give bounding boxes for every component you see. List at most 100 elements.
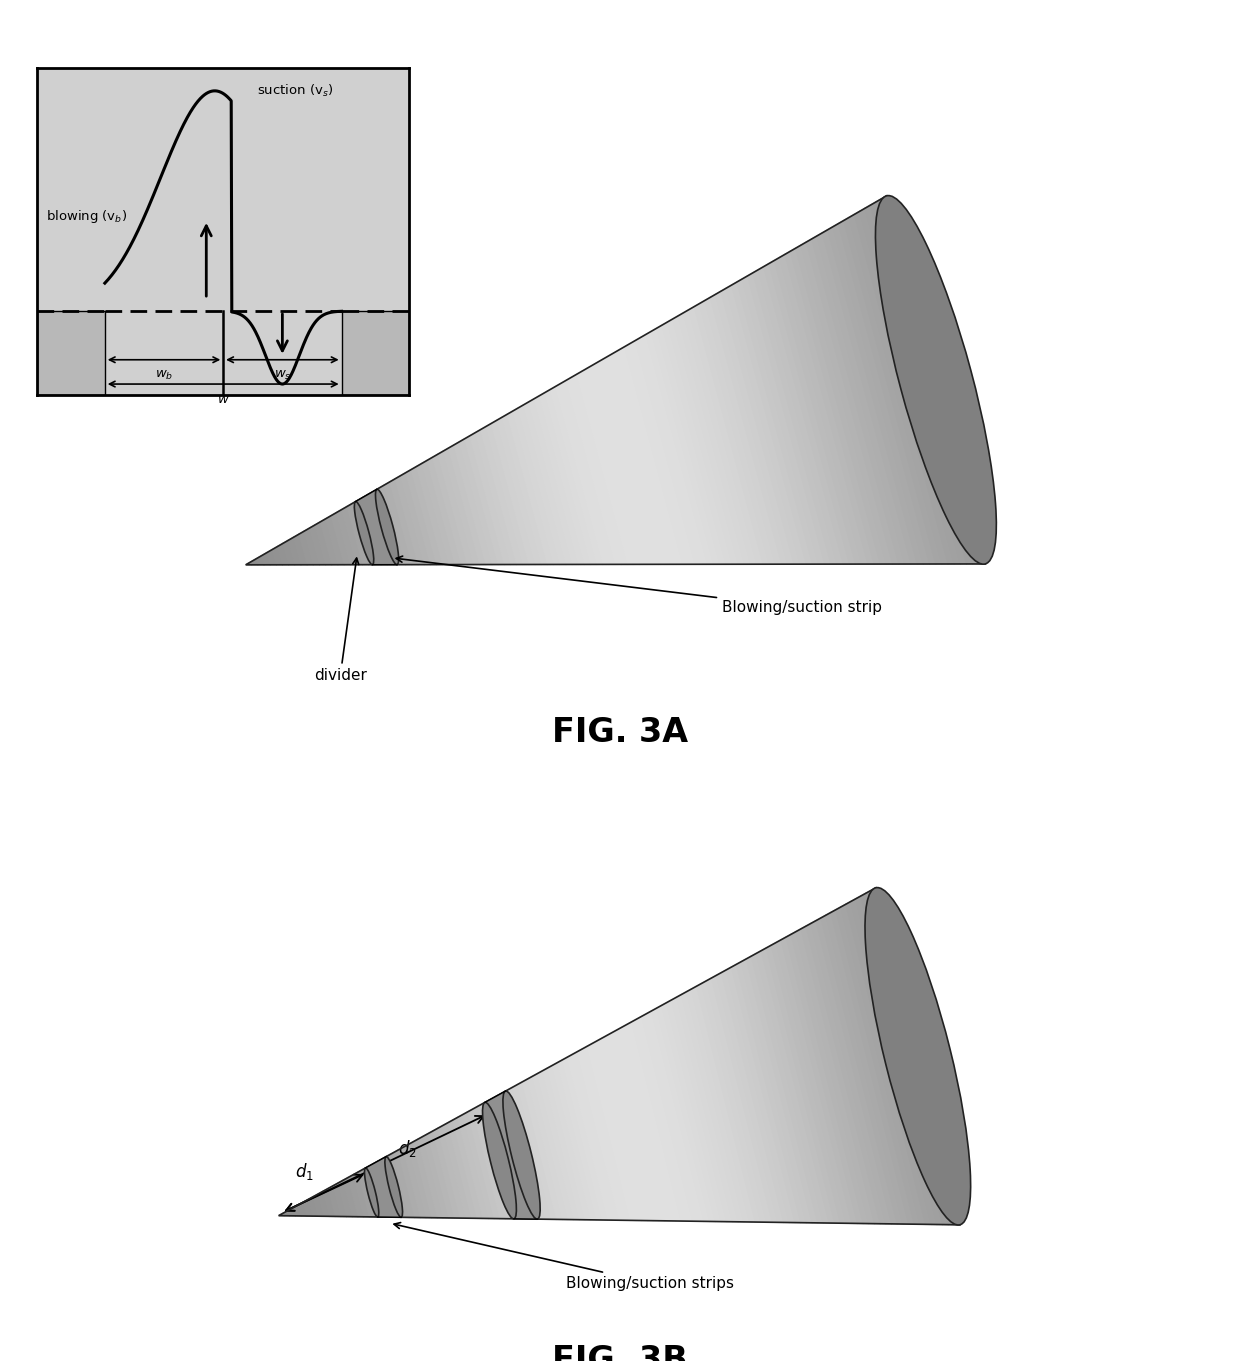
Polygon shape (467, 1109, 500, 1218)
Polygon shape (348, 1175, 363, 1217)
Polygon shape (689, 306, 764, 565)
Polygon shape (320, 519, 339, 565)
Polygon shape (776, 939, 852, 1224)
Polygon shape (646, 331, 714, 565)
Polygon shape (841, 904, 926, 1225)
Polygon shape (849, 214, 949, 563)
Polygon shape (667, 1000, 727, 1222)
Polygon shape (786, 934, 863, 1224)
Polygon shape (715, 291, 794, 565)
Polygon shape (801, 242, 893, 563)
Polygon shape (374, 489, 399, 565)
Polygon shape (342, 506, 363, 565)
Polygon shape (722, 970, 790, 1222)
Polygon shape (662, 1003, 722, 1222)
Polygon shape (417, 463, 449, 565)
Polygon shape (497, 1093, 534, 1219)
Polygon shape (388, 1153, 409, 1217)
Text: FIG. 3A: FIG. 3A (552, 716, 688, 749)
Polygon shape (491, 421, 536, 565)
Polygon shape (706, 297, 782, 565)
Polygon shape (534, 396, 584, 565)
Polygon shape (766, 945, 841, 1224)
Polygon shape (828, 226, 924, 563)
Polygon shape (811, 920, 892, 1224)
Polygon shape (785, 252, 874, 563)
Polygon shape (806, 240, 899, 563)
Polygon shape (422, 460, 455, 565)
Polygon shape (539, 392, 590, 565)
Polygon shape (487, 1098, 523, 1219)
Polygon shape (428, 1131, 455, 1218)
Polygon shape (875, 199, 980, 563)
Polygon shape (866, 890, 954, 1225)
Polygon shape (315, 521, 332, 565)
Polygon shape (502, 1090, 539, 1219)
Polygon shape (856, 896, 942, 1225)
Polygon shape (403, 1145, 427, 1218)
Polygon shape (613, 1030, 665, 1221)
Polygon shape (775, 257, 862, 563)
Polygon shape (593, 1041, 642, 1221)
Polygon shape (331, 513, 351, 565)
Polygon shape (413, 1139, 438, 1218)
Polygon shape (556, 384, 609, 565)
Polygon shape (854, 211, 955, 563)
Polygon shape (647, 1011, 704, 1221)
Polygon shape (697, 984, 761, 1222)
Polygon shape (831, 909, 914, 1224)
Text: blowing (v$_b$): blowing (v$_b$) (46, 208, 126, 226)
Ellipse shape (376, 489, 398, 565)
Polygon shape (636, 338, 702, 565)
Polygon shape (622, 1025, 676, 1221)
Polygon shape (683, 309, 758, 565)
Polygon shape (657, 1006, 715, 1222)
Polygon shape (572, 1052, 619, 1221)
Polygon shape (299, 1202, 308, 1215)
Polygon shape (544, 389, 596, 565)
Polygon shape (449, 445, 486, 565)
Polygon shape (707, 979, 773, 1222)
Polygon shape (552, 1063, 596, 1219)
Polygon shape (405, 470, 436, 565)
Polygon shape (294, 1204, 301, 1215)
Polygon shape (353, 1172, 370, 1217)
Polygon shape (882, 196, 986, 563)
Polygon shape (393, 1150, 415, 1218)
Polygon shape (408, 1142, 432, 1218)
Polygon shape (551, 387, 603, 565)
Polygon shape (459, 438, 498, 565)
Polygon shape (246, 562, 252, 565)
Polygon shape (833, 223, 930, 563)
Polygon shape (717, 973, 784, 1222)
Polygon shape (443, 1123, 471, 1218)
Polygon shape (620, 347, 683, 565)
Polygon shape (859, 208, 961, 563)
Polygon shape (677, 995, 739, 1222)
Polygon shape (603, 1036, 653, 1221)
Polygon shape (305, 528, 320, 565)
Polygon shape (465, 436, 505, 565)
Polygon shape (527, 1077, 568, 1219)
Polygon shape (577, 372, 634, 565)
Polygon shape (562, 1057, 608, 1219)
Polygon shape (844, 218, 942, 563)
Polygon shape (502, 414, 548, 565)
Polygon shape (273, 546, 283, 565)
Polygon shape (304, 1199, 312, 1217)
Polygon shape (742, 958, 812, 1222)
Polygon shape (732, 965, 801, 1222)
Polygon shape (583, 1047, 631, 1221)
Polygon shape (250, 558, 258, 565)
Polygon shape (637, 1017, 693, 1221)
Polygon shape (627, 1022, 682, 1221)
Polygon shape (780, 255, 868, 563)
Polygon shape (475, 430, 517, 565)
Polygon shape (310, 525, 326, 565)
Polygon shape (737, 279, 818, 565)
Text: Blowing/suction strip: Blowing/suction strip (397, 557, 882, 615)
Polygon shape (283, 540, 295, 565)
Text: $d_2$: $d_2$ (398, 1138, 417, 1158)
Polygon shape (418, 1136, 443, 1218)
Polygon shape (657, 325, 727, 565)
